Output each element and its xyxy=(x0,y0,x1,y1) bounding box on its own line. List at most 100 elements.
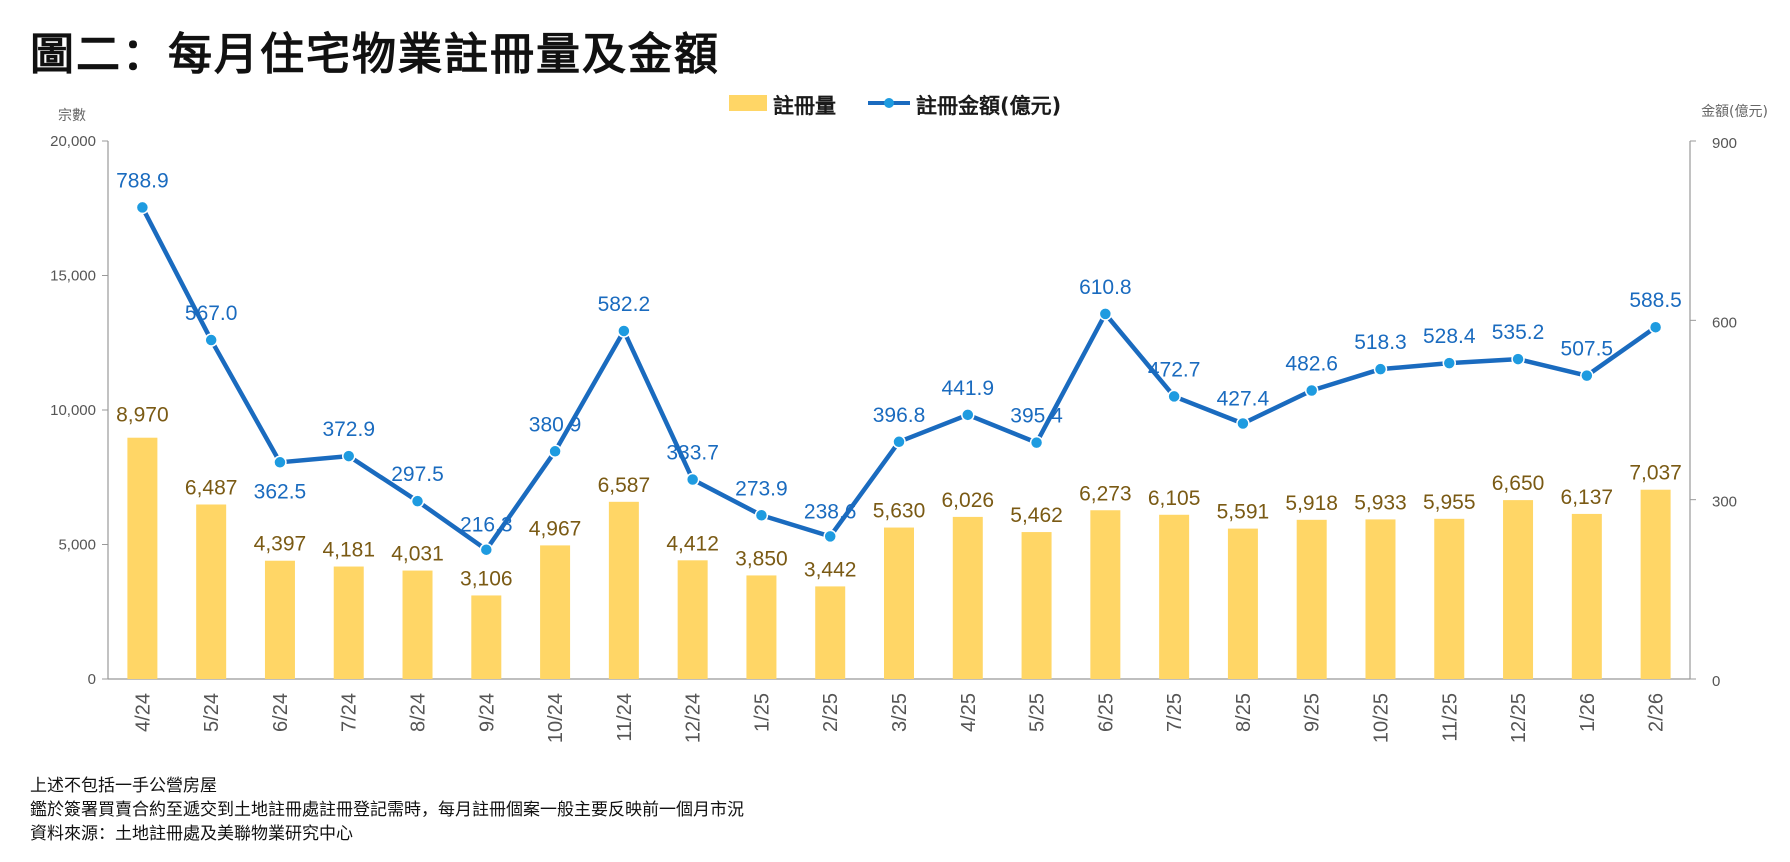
legend-bar-label: 註冊量 xyxy=(773,94,836,118)
line-value-label: 333.7 xyxy=(666,442,719,465)
x-category-label: 11/24 xyxy=(614,693,636,742)
bar-value-label: 5,918 xyxy=(1285,492,1338,515)
line-value-label: 297.5 xyxy=(391,463,444,486)
x-category-label: 5/24 xyxy=(201,693,223,732)
legend-line-marker xyxy=(884,98,894,108)
bar-11/25 xyxy=(1434,518,1465,679)
x-category-label: 6/24 xyxy=(270,693,292,732)
bar-9/24 xyxy=(471,595,502,679)
line-value-label: 507.5 xyxy=(1561,338,1614,361)
bar-8/25 xyxy=(1227,528,1258,679)
amount-point-12/25 xyxy=(1511,352,1525,366)
x-category-label: 9/24 xyxy=(476,693,498,732)
x-category-label: 11/25 xyxy=(1439,693,1461,742)
footnote-source: 資料來源：土地註冊處及美聯物業研究中心 xyxy=(30,824,353,844)
bar-value-label: 5,462 xyxy=(1010,504,1063,527)
amount-point-3/25 xyxy=(892,435,906,449)
left-tick-label: 0 xyxy=(88,671,96,688)
legend-bar-swatch xyxy=(729,95,767,111)
bar-5/25 xyxy=(1021,532,1052,679)
x-category-label: 7/25 xyxy=(1164,693,1186,732)
line-value-label: 518.3 xyxy=(1354,331,1407,354)
bar-6/24 xyxy=(264,560,295,679)
bar-value-label: 3,442 xyxy=(804,558,857,581)
right-tick-label: 0 xyxy=(1712,673,1720,690)
bar-value-label: 7,037 xyxy=(1629,462,1682,485)
amount-point-6/25 xyxy=(1098,307,1113,321)
x-category-label: 1/25 xyxy=(751,693,773,732)
left-axis-title: 宗數 xyxy=(58,108,86,124)
bar-value-label: 6,650 xyxy=(1492,472,1545,495)
line-value-label: 788.9 xyxy=(116,169,169,192)
bar-10/24 xyxy=(540,545,571,679)
bar-value-label: 6,105 xyxy=(1148,487,1201,510)
line-value-label: 588.5 xyxy=(1629,289,1682,312)
bar-7/24 xyxy=(333,566,364,679)
amount-point-12/24 xyxy=(685,472,700,487)
x-category-label: 3/25 xyxy=(889,693,911,732)
x-category-label: 10/25 xyxy=(1370,693,1392,743)
bar-12/24 xyxy=(677,560,708,679)
bar-5/24 xyxy=(196,504,227,679)
amount-point-9/24 xyxy=(479,542,494,557)
amount-point-9/25 xyxy=(1304,383,1319,398)
bar-2/26 xyxy=(1640,489,1671,679)
registration-chart: 0 5,000 10,000 15,000 20,000 0 300 600 900 宗數 金額(億… xyxy=(50,94,1768,743)
x-category-label: 4/25 xyxy=(958,693,980,732)
bar-value-label: 5,630 xyxy=(873,500,926,523)
line-value-label: 528.4 xyxy=(1423,325,1476,348)
x-category-label: 10/24 xyxy=(545,693,567,743)
amount-point-10/24 xyxy=(548,444,562,459)
bar-value-label: 6,587 xyxy=(598,474,651,497)
x-category-label: 7/24 xyxy=(339,693,361,732)
amount-point-4/25 xyxy=(961,408,975,422)
amount-point-2/26 xyxy=(1648,320,1663,334)
x-category-label: 6/25 xyxy=(1095,693,1117,732)
line-value-label: 396.8 xyxy=(873,404,926,427)
legend-line-label: 註冊金額(億元) xyxy=(916,94,1061,118)
bar-value-label: 3,850 xyxy=(735,547,788,570)
bar-value-label: 6,273 xyxy=(1079,482,1132,505)
bar-value-label: 8,970 xyxy=(116,404,169,427)
x-category-label: 12/25 xyxy=(1508,693,1530,743)
bar-value-label: 6,487 xyxy=(185,476,238,499)
x-category-label: 12/24 xyxy=(683,693,705,743)
footnotes: 上述不包括一手公營房屋 鑑於簽署買賣合約至遞交到土地註冊處註冊登記需時，每月註冊… xyxy=(30,774,744,846)
bar-10/25 xyxy=(1365,519,1396,679)
bar-value-label: 5,591 xyxy=(1217,501,1270,524)
amount-point-2/25 xyxy=(823,529,837,544)
page-title: 圖二：每月住宅物業註冊量及金額 xyxy=(30,29,720,80)
amount-point-8/25 xyxy=(1236,416,1250,431)
bar-value-label: 4,967 xyxy=(529,517,582,540)
amount-point-11/24 xyxy=(617,324,631,338)
amount-point-1/26 xyxy=(1580,368,1594,383)
bar-2/25 xyxy=(815,586,846,679)
line-value-label: 535.2 xyxy=(1492,321,1545,344)
amount-point-7/24 xyxy=(341,449,356,463)
line-value-label: 238.6 xyxy=(804,500,857,523)
bar-value-label: 3,106 xyxy=(460,567,513,590)
right-tick-label: 900 xyxy=(1712,135,1737,152)
bar-6/25 xyxy=(1090,510,1121,679)
line-value-label: 610.8 xyxy=(1079,276,1132,299)
bar-4/24 xyxy=(127,437,158,679)
amount-point-5/25 xyxy=(1029,435,1044,450)
bar-11/24 xyxy=(608,501,639,679)
bar-value-label: 6,137 xyxy=(1561,486,1614,509)
amount-point-10/25 xyxy=(1373,362,1388,376)
bar-value-label: 4,031 xyxy=(391,543,444,566)
x-category-label: 1/26 xyxy=(1577,693,1599,732)
footnote-exclusion: 上述不包括一手公營房屋 xyxy=(30,776,217,796)
amount-point-5/24 xyxy=(204,333,218,347)
bar-1/26 xyxy=(1571,513,1602,679)
bar-12/25 xyxy=(1503,500,1534,679)
line-value-label: 582.2 xyxy=(598,293,651,316)
amount-point-1/25 xyxy=(754,508,769,523)
right-axis-title: 金額(億元) xyxy=(1701,104,1768,120)
line-value-label: 362.5 xyxy=(254,480,307,503)
bar-value-label: 5,933 xyxy=(1354,491,1407,514)
x-category-label: 8/24 xyxy=(408,693,430,732)
x-category-label: 8/25 xyxy=(1233,693,1255,732)
line-value-label: 427.4 xyxy=(1217,388,1270,411)
line-value-label: 372.9 xyxy=(322,418,375,441)
